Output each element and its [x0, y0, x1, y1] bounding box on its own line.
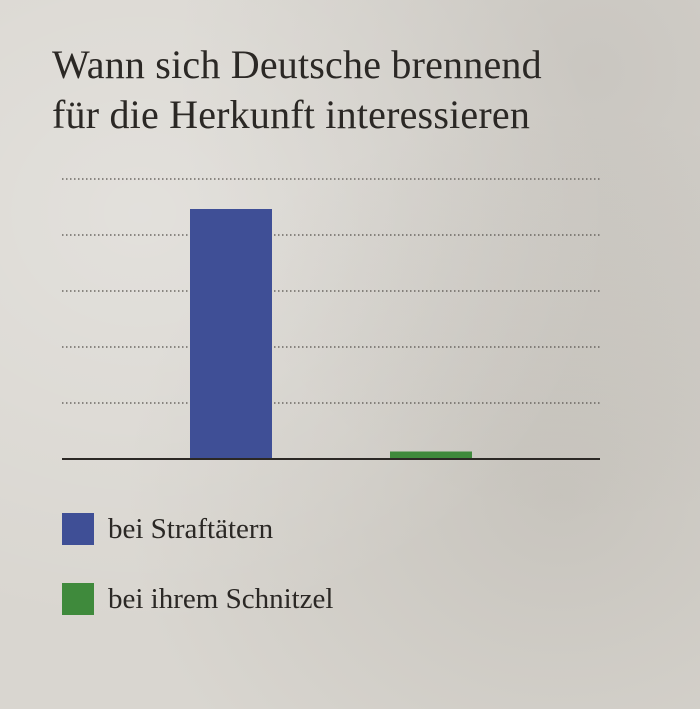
legend-swatch-green [62, 583, 94, 615]
legend-label: bei ihrem Schnitzel [108, 582, 334, 615]
chart-title: Wann sich Deutsche brennend für die Herk… [52, 40, 652, 140]
legend-label: bei Straftätern [108, 512, 274, 545]
legend-swatch-blue [62, 513, 94, 545]
legend-item-straftaetern: bei Straftätern [62, 508, 334, 550]
chart-title-line-2: für die Herkunft interessieren [52, 92, 531, 137]
chart-title-line-1: Wann sich Deutsche brennend [52, 42, 542, 87]
bar-straftaetern [190, 209, 272, 459]
bar-schnitzel [390, 451, 472, 459]
legend: bei Straftätern bei ihrem Schnitzel [62, 508, 334, 648]
legend-item-schnitzel: bei ihrem Schnitzel [62, 578, 334, 620]
